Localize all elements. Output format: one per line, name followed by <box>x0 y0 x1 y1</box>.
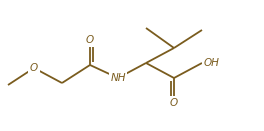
Text: O: O <box>170 98 178 108</box>
Text: O: O <box>86 35 94 45</box>
Text: OH: OH <box>204 58 220 68</box>
Text: NH: NH <box>110 73 126 83</box>
Text: O: O <box>30 63 38 73</box>
